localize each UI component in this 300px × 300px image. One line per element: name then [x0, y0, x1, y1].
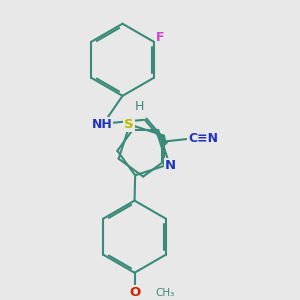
Text: F: F	[156, 31, 164, 44]
Text: O: O	[129, 286, 140, 299]
Text: C≡N: C≡N	[188, 132, 218, 145]
Text: NH: NH	[92, 118, 112, 131]
Text: CH₃: CH₃	[156, 288, 175, 298]
Text: S: S	[124, 118, 134, 131]
Text: N: N	[165, 159, 176, 172]
Text: H: H	[135, 100, 144, 113]
